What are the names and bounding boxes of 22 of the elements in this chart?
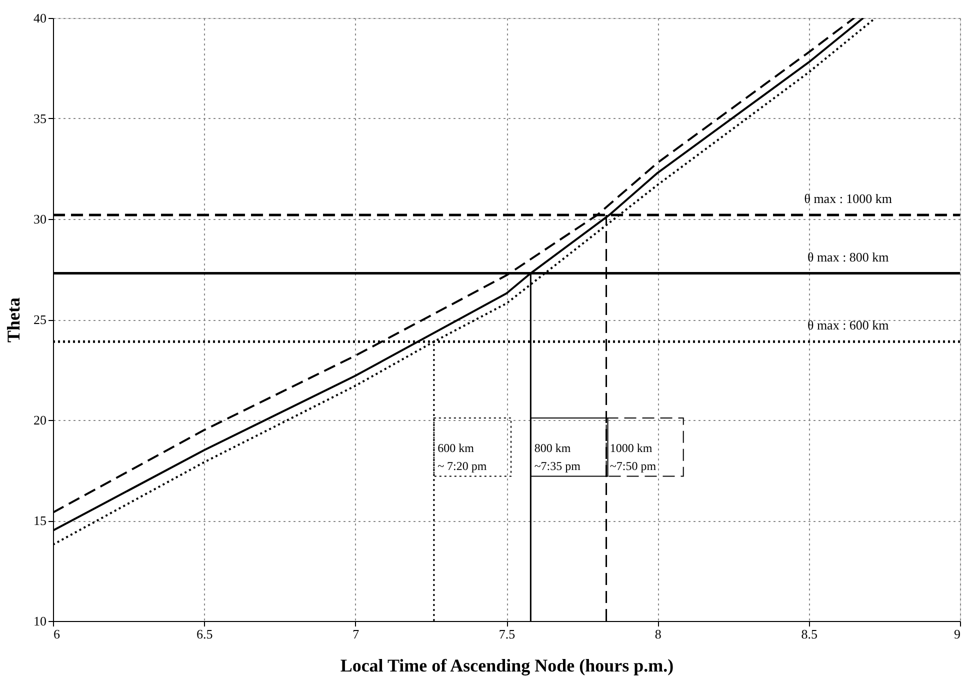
y-tick-label: 20 xyxy=(34,412,46,428)
x-tick-label: 7.5 xyxy=(498,626,516,642)
y-tick-label: 40 xyxy=(34,10,46,26)
annotation: θ max : 600 km xyxy=(807,318,889,333)
x-tick-label: 9 xyxy=(954,626,960,642)
y-tick-label: 25 xyxy=(34,312,46,327)
x-tick-label: 8 xyxy=(654,626,662,642)
y-tick-label: 10 xyxy=(34,614,46,628)
annotation: 1000 km ~7:50 pm xyxy=(610,441,657,474)
y-tick-label: 15 xyxy=(34,513,46,528)
annotation: 600 km ~ 7:20 pm xyxy=(438,441,488,474)
x-tick-label: 6 xyxy=(54,626,60,642)
x-axis-title: Local Time of Ascending Node (hours p.m.) xyxy=(340,656,674,676)
y-axis-title: Theta xyxy=(4,298,24,342)
annotation: 800 km ~7:35 pm xyxy=(534,441,582,474)
annotation: θ max : 800 km xyxy=(807,249,889,264)
annotation: θ max : 1000 km xyxy=(804,190,892,206)
x-tick-label: 8.5 xyxy=(801,626,818,642)
y-tick-label: 30 xyxy=(34,212,46,226)
x-tick-label: 7 xyxy=(352,626,360,642)
y-tick-label: 35 xyxy=(34,111,46,126)
x-tick-label: 6.5 xyxy=(196,626,213,642)
